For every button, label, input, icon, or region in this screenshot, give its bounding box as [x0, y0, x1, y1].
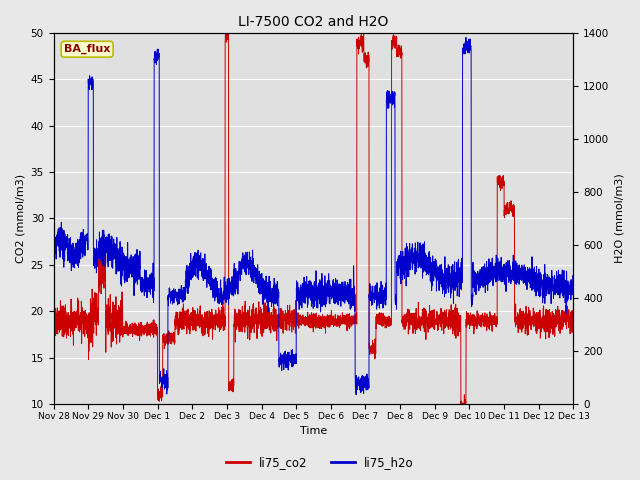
Y-axis label: CO2 (mmol/m3): CO2 (mmol/m3) [15, 174, 25, 263]
Y-axis label: H2O (mmol/m3): H2O (mmol/m3) [615, 174, 625, 264]
Title: LI-7500 CO2 and H2O: LI-7500 CO2 and H2O [238, 15, 388, 29]
Legend: li75_co2, li75_h2o: li75_co2, li75_h2o [221, 452, 419, 474]
X-axis label: Time: Time [300, 426, 327, 436]
Text: BA_flux: BA_flux [64, 44, 110, 54]
